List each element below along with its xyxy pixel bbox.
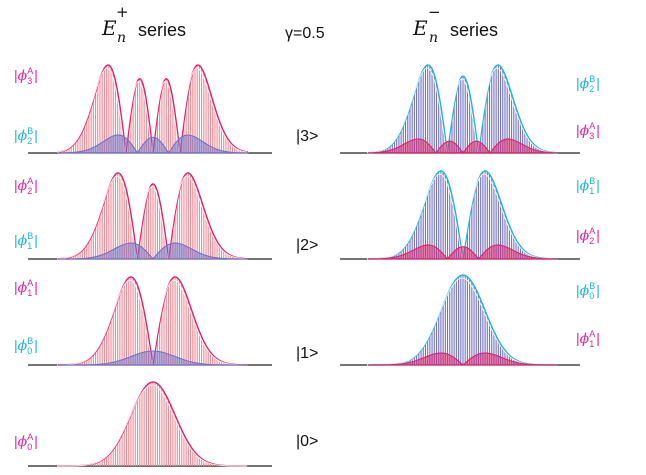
label-right-1-big: |ϕB 1 | (576, 176, 600, 196)
left-panel-0 (28, 381, 272, 467)
right-panel-2-big-highlight (366, 67, 558, 154)
labels: |ϕA 3 | |ϕB 2 | |ϕA 2 | |ϕB 1 | |ϕA 1 | |ϕB 0 | |ϕA 0 | |ϕB 2 |… (14, 66, 600, 452)
label-right-2-small: |ϕA 3 | (576, 121, 600, 141)
header-left-superscript: + (116, 3, 129, 21)
label-left-3-big: |ϕA 3 | (14, 66, 38, 86)
right-panel-2 (340, 64, 580, 154)
header-right-text: series (450, 20, 498, 40)
left-panel-1 (28, 276, 272, 366)
plots (28, 64, 580, 467)
left-panel-2-big-envelope (57, 172, 249, 260)
label-left-1-small: |ϕB 0 | (14, 336, 38, 356)
left-panel-1-small-component (58, 350, 248, 366)
right-panel-1-big-highlight (367, 173, 557, 260)
right-panel-2-big-envelope (367, 64, 559, 154)
state-label-3: |3> (296, 128, 318, 145)
left-panel-0-big-highlight (57, 384, 247, 467)
state-label-2: |2> (296, 237, 318, 254)
label-right-0-big: |ϕB 0 | (576, 281, 600, 301)
state-label-1: |1> (296, 345, 318, 362)
right-panel-0 (340, 274, 580, 366)
gamma-label: γ=0.5 (285, 25, 325, 42)
label-right-1-small: |ϕA 2 | (576, 226, 600, 246)
header-right-superscript: − (428, 3, 441, 21)
label-right-2-big: |ϕB 2 | (576, 74, 600, 94)
header-left-subscript: n (117, 30, 126, 46)
header-left-text: series (138, 20, 186, 40)
left-panel-2-big-highlight (56, 175, 248, 260)
label-left-1-big: |ϕA 1 | (14, 278, 38, 298)
left-panel-3 (28, 64, 272, 154)
state-label-0: |0> (296, 433, 318, 450)
left-panel-0-big-hatch (83, 382, 223, 466)
right-panel-1 (340, 170, 580, 260)
header-left: E + n series (101, 3, 186, 46)
right-panel-0-small-component (368, 352, 558, 366)
label-right-0-small: |ϕA 1 | (576, 329, 600, 349)
right-panel-0-big-hatch (393, 275, 533, 365)
left-panel-2-small-component (58, 242, 248, 260)
label-left-0-big: |ϕA 0 | (14, 432, 38, 452)
header-left-symbol: E (101, 16, 117, 40)
header-right-subscript: n (429, 30, 438, 46)
label-left-2-big: |ϕA 2 | (14, 176, 38, 196)
header-right-symbol: E (412, 16, 428, 40)
left-panel-2-big-hatch (64, 173, 242, 259)
left-panel-2 (28, 172, 272, 260)
right-panel-1-big-envelope (367, 170, 559, 260)
right-panel-2-big-hatch (374, 65, 552, 153)
label-left-2-small: |ϕB 1 | (14, 231, 38, 251)
right-panel-0-big-highlight (367, 277, 557, 366)
label-left-3-small: |ϕB 2 | (14, 126, 38, 146)
right-panel-1-small-component (367, 244, 559, 260)
right-panel-2-small-component (367, 138, 559, 154)
left-panel-3-small-component (57, 134, 249, 154)
header-right: E − n series (412, 3, 498, 46)
